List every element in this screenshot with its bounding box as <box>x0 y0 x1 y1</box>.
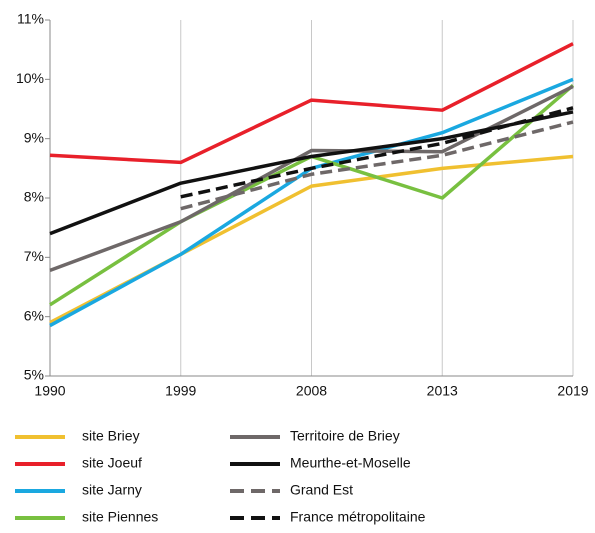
y-tick-label: 7% <box>24 248 44 264</box>
y-tick-label: 5% <box>24 367 44 383</box>
y-tick-label: 6% <box>24 307 44 323</box>
series-line <box>49 42 574 165</box>
y-tick-label: 8% <box>24 189 44 205</box>
legend-label: site Briey <box>82 428 140 444</box>
x-tick-label: 1999 <box>165 383 196 399</box>
legend-label: Meurthe-et-Moselle <box>290 455 411 471</box>
series-line <box>180 106 574 199</box>
legend-label: site Joeuf <box>82 455 142 471</box>
x-tick-label: 2019 <box>557 383 588 399</box>
x-tick-label: 2013 <box>427 383 458 399</box>
legend-label: France métropolitaine <box>290 509 426 525</box>
x-tick-label: 1990 <box>34 383 65 399</box>
legend-label: Grand Est <box>290 482 353 498</box>
y-tick-label: 9% <box>24 129 44 145</box>
legend-label: site Piennes <box>82 509 158 525</box>
y-tick-label: 11% <box>17 11 44 27</box>
y-tick-label: 10% <box>16 70 44 86</box>
legend-label: Territoire de Briey <box>290 428 400 444</box>
legend-label: site Jarny <box>82 482 142 498</box>
series-line <box>180 120 574 211</box>
x-tick-label: 2008 <box>296 383 327 399</box>
